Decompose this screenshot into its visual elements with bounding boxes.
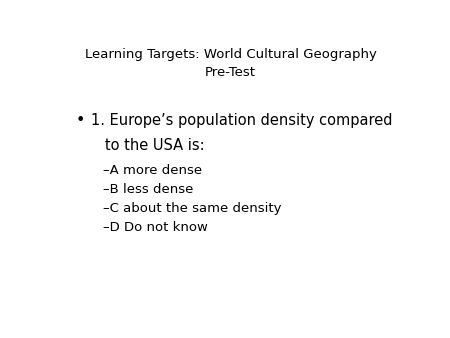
Text: 1. Europe’s population density compared: 1. Europe’s population density compared: [91, 114, 392, 128]
Text: Learning Targets: World Cultural Geography
Pre-Test: Learning Targets: World Cultural Geograp…: [85, 48, 377, 79]
Text: •: •: [76, 114, 85, 128]
Text: –B less dense: –B less dense: [104, 183, 194, 196]
Text: to the USA is:: to the USA is:: [91, 138, 205, 153]
Text: –D Do not know: –D Do not know: [104, 221, 208, 234]
Text: –C about the same density: –C about the same density: [104, 202, 282, 215]
Text: –A more dense: –A more dense: [104, 164, 202, 177]
